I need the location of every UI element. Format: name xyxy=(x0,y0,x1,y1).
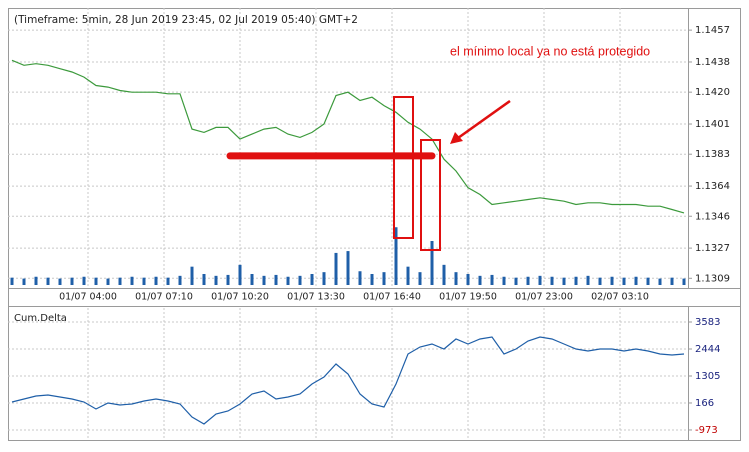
y-tick-label: 166 xyxy=(695,398,714,409)
volume-bar xyxy=(682,278,686,285)
volume-bar xyxy=(598,277,602,285)
volume-bar xyxy=(634,276,638,285)
volume-bar xyxy=(190,266,194,285)
chart-title: (Timeframe: 5min, 28 Jun 2019 23:45, 02 … xyxy=(14,14,358,26)
delta-line xyxy=(11,336,685,425)
volume-bar xyxy=(46,277,50,285)
panel-title: Cum.Delta xyxy=(14,313,67,324)
volume-bar xyxy=(526,276,530,285)
volume-bar xyxy=(430,241,434,285)
volume-bar xyxy=(346,251,350,285)
volume-bar xyxy=(34,276,38,285)
arrow xyxy=(457,99,511,140)
volume-bar xyxy=(94,277,98,285)
x-tick-label: 01/07 16:40 xyxy=(363,292,421,303)
volume-bar xyxy=(70,277,74,285)
volume-bar xyxy=(202,274,206,285)
volume-bar xyxy=(574,276,578,285)
volume-bar xyxy=(334,252,338,285)
y-tick-label: 1.1438 xyxy=(695,57,730,68)
volume-bar xyxy=(562,277,566,285)
y-tick-label: 1.1364 xyxy=(695,181,730,192)
volume-bar xyxy=(670,277,674,285)
volume-bar xyxy=(514,277,518,285)
y-tick-label: 1.1457 xyxy=(695,25,730,36)
annotation: el mínimo local ya no está protegido xyxy=(450,44,650,58)
x-tick-label: 01/07 04:00 xyxy=(59,292,117,303)
volume-bar xyxy=(394,227,398,285)
volume-bar xyxy=(550,276,554,285)
volume-bar xyxy=(538,275,542,285)
x-tick-label: 02/07 03:10 xyxy=(591,292,649,303)
volume-bar xyxy=(118,277,122,285)
volume-bar xyxy=(610,276,614,285)
volume-bar xyxy=(58,278,62,285)
volume-bar xyxy=(214,275,218,285)
volume-bar xyxy=(322,272,326,285)
price-line xyxy=(11,59,685,214)
y-tick-label: 1305 xyxy=(695,371,720,382)
volume-bar xyxy=(646,277,650,285)
volume-bar xyxy=(466,274,470,285)
volume-bar xyxy=(658,278,662,285)
volume-bar xyxy=(442,264,446,285)
highlight-box xyxy=(420,139,441,251)
volume-bar xyxy=(478,275,482,285)
volume-bar xyxy=(238,264,242,285)
volume-bar xyxy=(502,276,506,285)
y-tick-label: 1.1420 xyxy=(695,87,730,98)
highlight-box xyxy=(393,96,414,239)
volume-bar xyxy=(82,276,86,285)
volume-bar xyxy=(418,272,422,285)
y-tick-label: 2444 xyxy=(695,344,720,355)
volume-bar xyxy=(286,276,290,285)
x-tick-label: 01/07 07:10 xyxy=(135,292,193,303)
volume-bar xyxy=(262,275,266,285)
volume-bar xyxy=(586,275,590,285)
volume-bar xyxy=(10,277,14,285)
volume-bar xyxy=(622,277,626,285)
y-tick-label: 1.1383 xyxy=(695,149,730,160)
volume-bar xyxy=(370,274,374,285)
y-tick-label: 1.1327 xyxy=(695,243,730,254)
volume-bar xyxy=(406,266,410,285)
y-tick-label: 3583 xyxy=(695,317,720,328)
volume-bar xyxy=(142,277,146,285)
volume-bar xyxy=(166,277,170,285)
volume-bar xyxy=(178,275,182,285)
volume-bar xyxy=(298,275,302,285)
volume-bar xyxy=(154,276,158,285)
y-tick-label: -973 xyxy=(695,425,718,436)
y-tick-label: 1.1309 xyxy=(695,273,730,284)
volume-bar xyxy=(130,276,134,285)
volume-bar xyxy=(274,274,278,285)
arrow-head xyxy=(450,132,463,144)
volume-bar xyxy=(382,272,386,285)
y-tick-label: 1.1346 xyxy=(695,211,730,222)
volume-bar xyxy=(454,272,458,285)
volume-bar xyxy=(490,274,494,285)
volume-bar xyxy=(22,278,26,285)
x-tick-label: 01/07 13:30 xyxy=(287,292,345,303)
volume-bar xyxy=(310,274,314,285)
volume-bar xyxy=(106,278,110,285)
x-tick-label: 01/07 19:50 xyxy=(439,292,497,303)
volume-bar xyxy=(250,274,254,285)
volume-bar xyxy=(358,271,362,285)
frame xyxy=(8,8,741,441)
y-tick-label: 1.1401 xyxy=(695,119,730,130)
x-tick-label: 01/07 23:00 xyxy=(515,292,573,303)
volume-bar xyxy=(226,274,230,285)
x-tick-label: 01/07 10:20 xyxy=(211,292,269,303)
plot-layer: 01/07 04:00 01/07 07:10 01/07 10:20 01/07 1… xyxy=(8,8,730,439)
